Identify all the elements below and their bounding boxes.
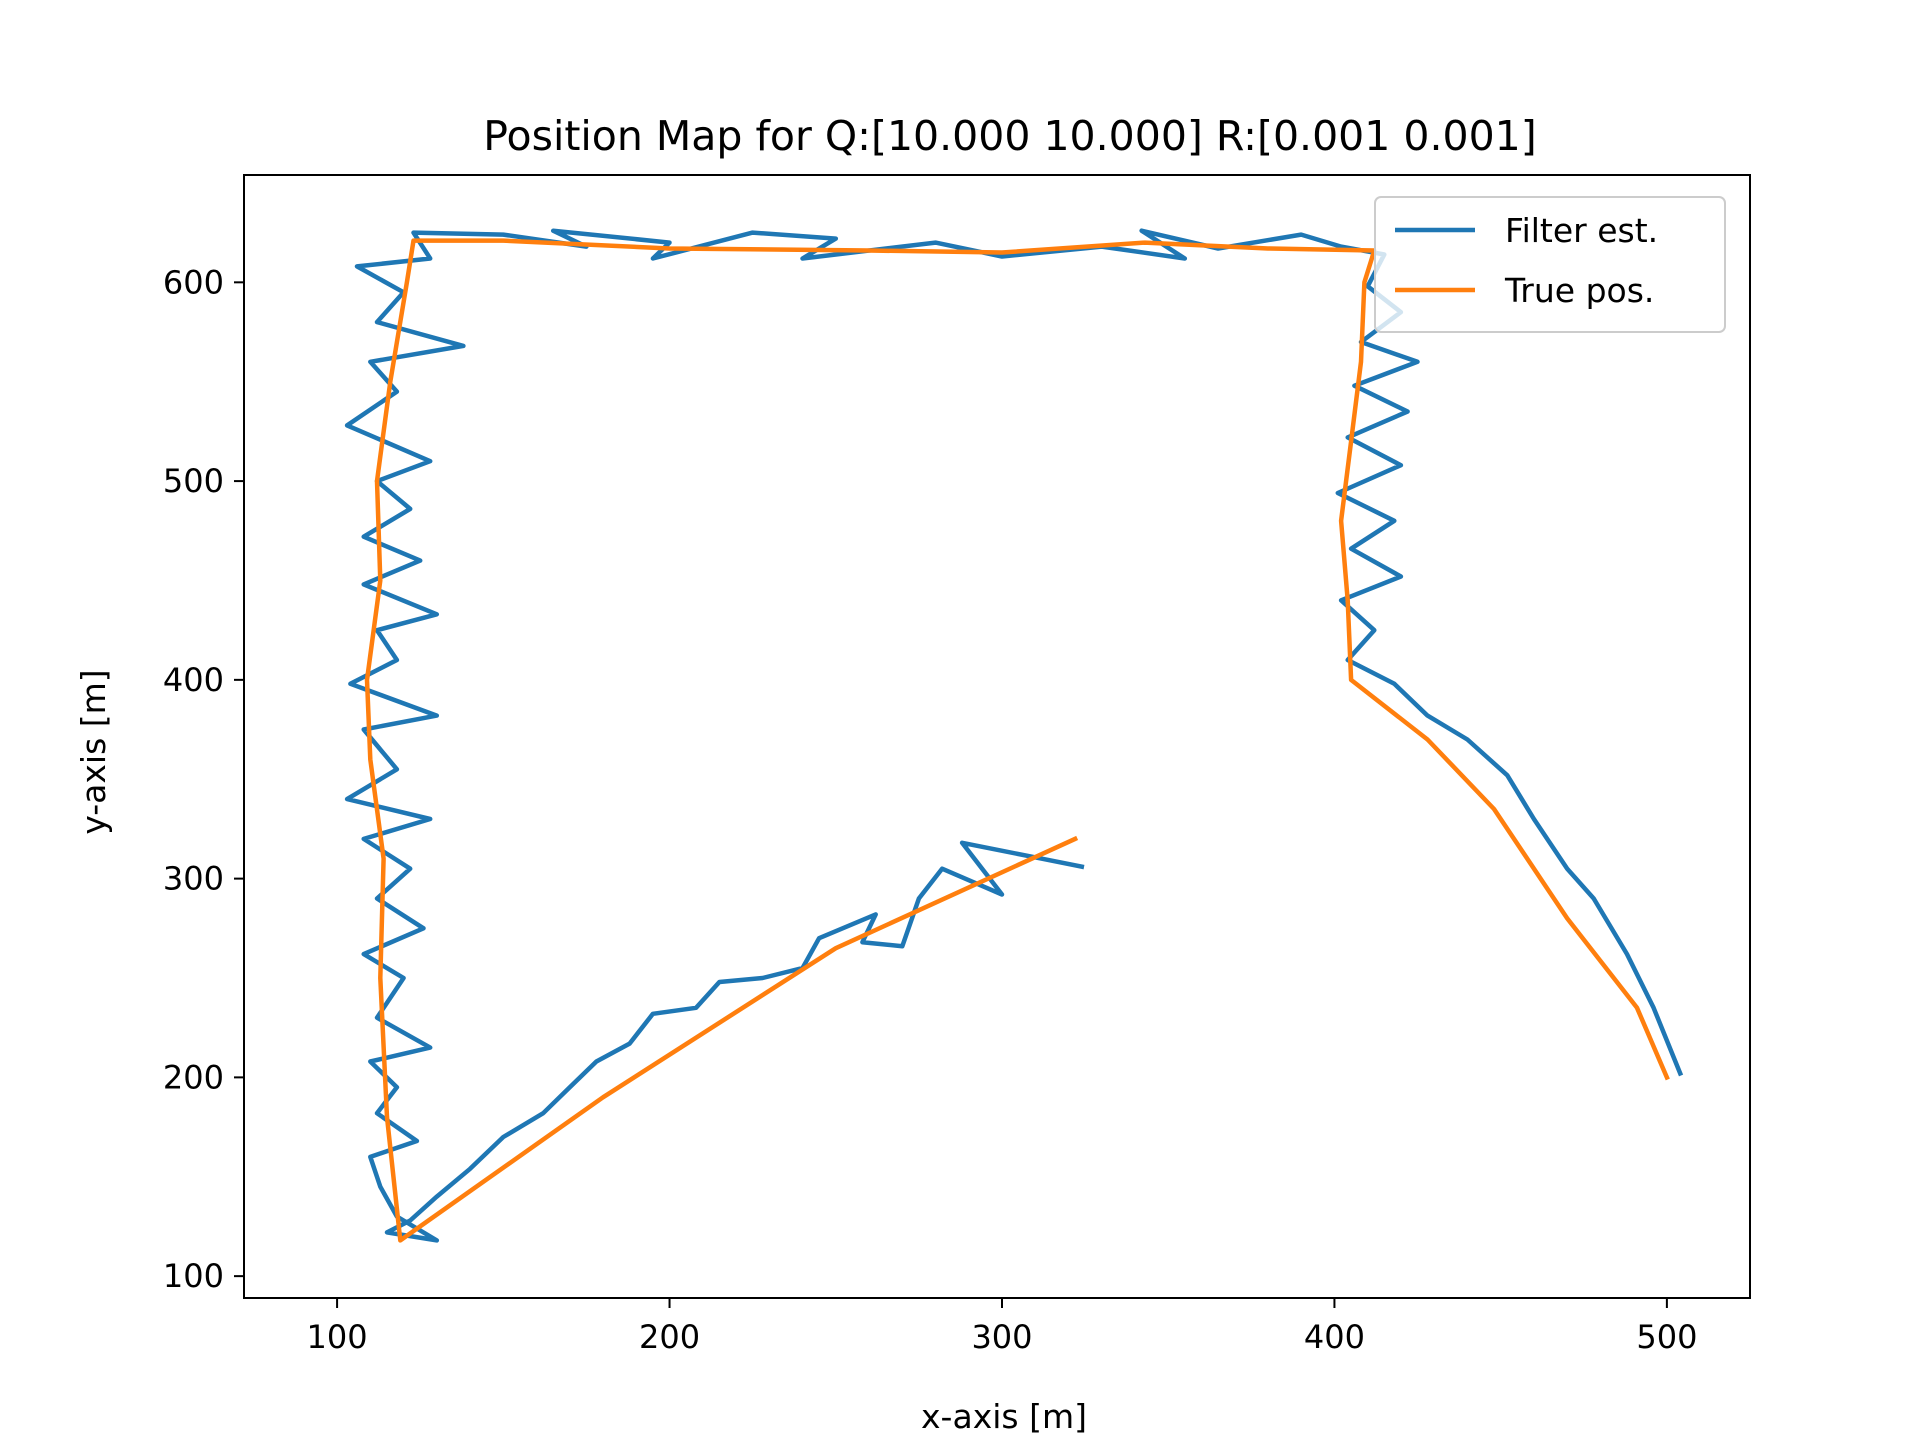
legend: Filter est. True pos.: [1374, 196, 1726, 333]
series-line-filter-est: [344, 228, 1684, 1243]
legend-label: True pos.: [1504, 271, 1654, 310]
y-ticks: 100 200 300 400 500 600: [163, 263, 244, 1295]
x-tick-label: 300: [971, 1318, 1032, 1356]
x-tick-label: 500: [1636, 1318, 1697, 1356]
x-tick-label: 200: [639, 1318, 700, 1356]
axes-frame: [243, 174, 1751, 1299]
x-tick-label: 100: [307, 1318, 368, 1356]
chart-title: Position Map for Q:[10.000 10.000] R:[0.…: [483, 112, 1537, 160]
x-axis-label: x-axis [m]: [921, 1397, 1087, 1436]
y-tick-label: 400: [163, 661, 224, 699]
y-tick-label: 200: [163, 1058, 224, 1096]
legend-label: Filter est.: [1505, 211, 1658, 250]
y-tick-label: 100: [163, 1257, 224, 1295]
y-tick-label: 600: [163, 263, 224, 301]
x-ticks: 100 200 300 400 500: [307, 1298, 1697, 1356]
y-tick-label: 500: [163, 462, 224, 500]
y-tick-label: 300: [163, 860, 224, 898]
series-line-true-pos: [364, 238, 1670, 1243]
y-axis-label: y-axis [m]: [74, 669, 113, 834]
x-tick-label: 400: [1304, 1318, 1365, 1356]
plot-area: [243, 174, 1751, 1299]
